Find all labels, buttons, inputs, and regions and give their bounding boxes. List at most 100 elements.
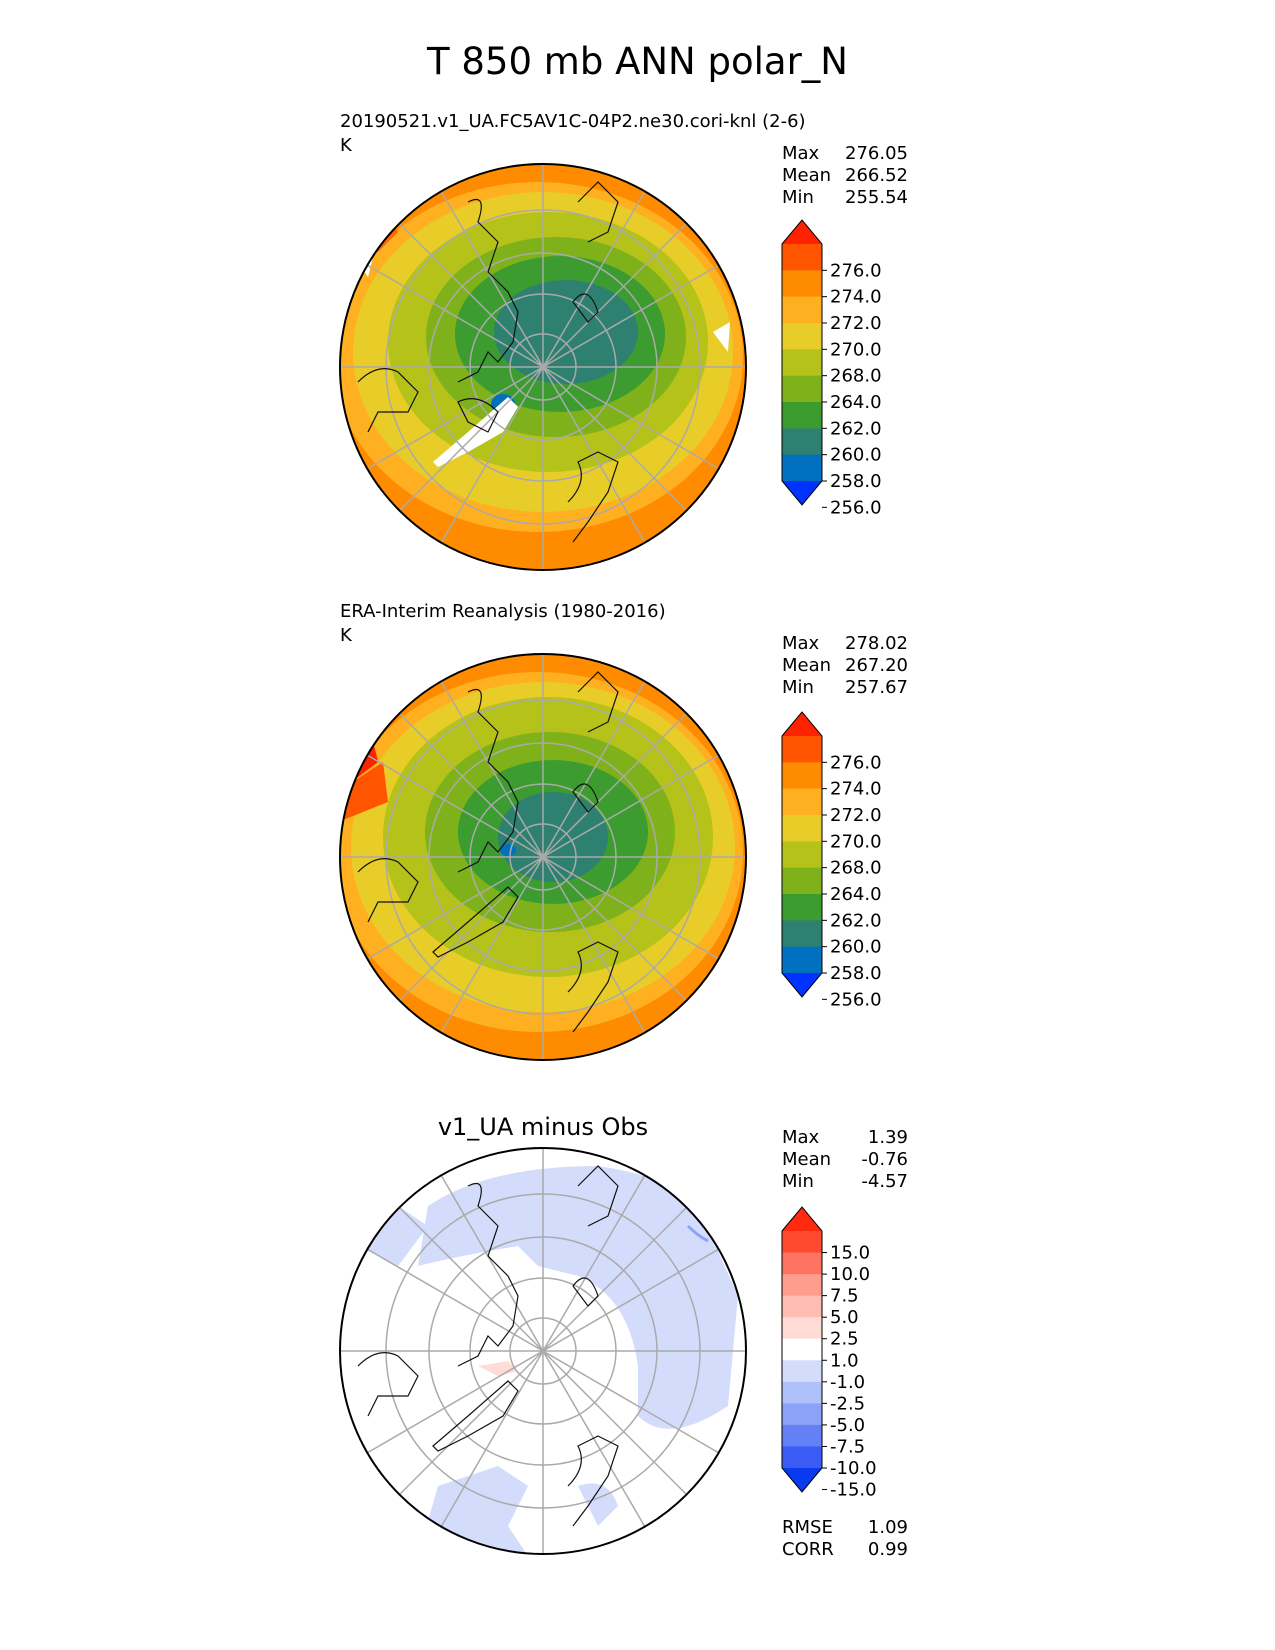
colorbar-segment — [782, 1317, 822, 1340]
colorbar-segment — [782, 428, 822, 456]
colorbar-tick-label: 276.0 — [830, 752, 882, 773]
colorbar-tick-label: 258.0 — [830, 471, 882, 492]
colorbar-tick-label: 260.0 — [830, 937, 882, 958]
colorbar-tick-label: 270.0 — [830, 339, 882, 360]
colorbar-tick-label: -1.0 — [830, 1372, 865, 1393]
colorbar-segment — [782, 402, 822, 429]
colorbar-tick-label: 15.0 — [830, 1243, 870, 1264]
panel3-footer-stats: RMSE 1.09 CORR 0.99 — [782, 1517, 908, 1561]
rmse-row: RMSE 1.09 — [782, 1517, 908, 1538]
colorbar-segment — [782, 244, 822, 271]
colorbar-segment — [782, 1338, 822, 1361]
colorbar-segment — [782, 946, 822, 974]
panel1-stats: Max 276.05 Mean 266.52 Min 255.54 — [782, 143, 908, 209]
panel2-stats: Max 278.02 Mean 267.20 Min 257.67 — [782, 633, 908, 699]
colorbar-tick-label: 258.0 — [830, 963, 882, 984]
band-258 — [494, 280, 638, 384]
panel2-polar-map — [339, 653, 747, 1061]
panel3-stats: Max 1.39 Mean -0.76 Min -4.57 — [782, 1127, 908, 1193]
colorbar-tick-label: 268.0 — [830, 858, 882, 879]
panel3-stat-max: Max 1.39 — [782, 1127, 908, 1148]
colorbar-tick-label: 256.0 — [830, 497, 882, 518]
panel3-stat-mean: Mean -0.76 — [782, 1149, 908, 1170]
colorbar-tick-label: 260.0 — [830, 445, 882, 466]
corr-row: CORR 0.99 — [782, 1539, 908, 1560]
colorbar-tick-label: 264.0 — [830, 392, 882, 413]
panel2-units: K — [340, 625, 352, 646]
colorbar-tick-label: 256.0 — [830, 989, 882, 1010]
panel1-model-title: 20190521.v1_UA.FC5AV1C-04P2.ne30.cori-kn… — [340, 111, 806, 132]
panel2-obs-title: ERA-Interim Reanalysis (1980-2016) — [340, 601, 666, 622]
colorbar-segment — [782, 920, 822, 948]
colorbar-segment — [782, 867, 822, 895]
colorbar-tick-label: 262.0 — [830, 418, 882, 439]
colorbar-tick-label: -5.0 — [830, 1415, 865, 1436]
panel2-colorbar: 276.0 274.0 272.0 270.0 268.0 264.0 262.0 260.0… — [781, 711, 882, 1010]
colorbar-segment — [782, 1424, 822, 1447]
colorbar-segment — [782, 1446, 822, 1469]
missing-east — [713, 322, 730, 352]
colorbar-tick-label: 274.0 — [830, 287, 882, 308]
panel3-polar-map — [339, 1147, 747, 1555]
colorbar-segment — [782, 1295, 822, 1318]
colorbar-extend-top — [782, 220, 822, 244]
panel1-stat-mean: Mean 266.52 — [782, 165, 908, 186]
colorbar-segment — [782, 1403, 822, 1426]
panel1-graticule — [340, 164, 746, 570]
panel1-stat-max: Max 276.05 — [782, 143, 908, 164]
colorbar-tick-label: -15.0 — [830, 1480, 877, 1501]
colorbar-segment — [782, 841, 822, 869]
colorbar-tick-label: 10.0 — [830, 1264, 870, 1285]
panel3-stat-min: Min -4.57 — [782, 1171, 908, 1192]
colorbar-tick-label: -2.5 — [830, 1393, 865, 1414]
colorbar-tick-label: 276.0 — [830, 260, 882, 281]
colorbar-tick-label: -7.5 — [830, 1436, 865, 1457]
panel2-title: ERA-Interim Reanalysis (1980-2016) K — [340, 600, 666, 648]
panel1-colorbar: 276.0 274.0 272.0 270.0 268.0 264.0 262.0 260.0… — [781, 219, 882, 518]
colorbar-segment — [782, 1381, 822, 1404]
colorbar-tick-label: 272.0 — [830, 313, 882, 334]
colorbar-segment — [782, 894, 822, 921]
colorbar-tick-label: 274.0 — [830, 779, 882, 800]
colorbar-segment — [782, 349, 822, 377]
colorbar-tick-label: 268.0 — [830, 366, 882, 387]
colorbar-tick-label: 7.5 — [830, 1286, 859, 1307]
colorbar-segment — [782, 1252, 822, 1275]
colorbar-tick-label: 264.0 — [830, 884, 882, 905]
colorbar-segment — [782, 1360, 822, 1383]
colorbar-extend-top — [782, 1207, 822, 1231]
colorbar-extend-top — [782, 712, 822, 736]
panel1-units: K — [340, 135, 352, 156]
page-title: T 850 mb ANN polar_N — [427, 40, 848, 83]
colorbar-segment — [782, 323, 822, 350]
colorbar-segment — [782, 736, 822, 763]
panel2-stat-max: Max 278.02 — [782, 633, 908, 654]
colorbar-tick-label: -10.0 — [830, 1458, 877, 1479]
colorbar-tick-label: 2.5 — [830, 1329, 859, 1350]
colorbar-segment — [782, 296, 822, 324]
colorbar-segment — [782, 1231, 822, 1254]
panel1-title: 20190521.v1_UA.FC5AV1C-04P2.ne30.cori-kn… — [340, 110, 806, 158]
colorbar-tick-label: 272.0 — [830, 805, 882, 826]
colorbar-extend-bottom — [782, 481, 822, 505]
colorbar-segment — [782, 454, 822, 482]
colorbar-segment — [782, 788, 822, 816]
panel3-title: v1_UA minus Obs — [437, 1113, 649, 1141]
colorbar-tick-label: 1.0 — [830, 1350, 859, 1371]
panel2-stat-mean: Mean 267.20 — [782, 655, 908, 676]
colorbar-extend-bottom — [782, 973, 822, 997]
colorbar-segment — [782, 762, 822, 790]
panel2-stat-min: Min 257.67 — [782, 677, 908, 698]
colorbar-segment — [782, 270, 822, 298]
colorbar-tick-label: 270.0 — [830, 831, 882, 852]
panel1-polar-map — [339, 163, 747, 571]
colorbar-tick-label: 5.0 — [830, 1307, 859, 1328]
panel3-colorbar: 15.010.07.55.02.51.0-1.0-2.5-5.0-7.5-10.… — [781, 1206, 877, 1501]
panel1-coastlines — [357, 181, 619, 543]
colorbar-segment — [782, 375, 822, 403]
colorbar-extend-bottom — [782, 1468, 822, 1492]
colorbar-segment — [782, 1274, 822, 1297]
colorbar-tick-label: 262.0 — [830, 910, 882, 931]
colorbar-segment — [782, 815, 822, 842]
panel1-stat-min: Min 255.54 — [782, 187, 908, 208]
